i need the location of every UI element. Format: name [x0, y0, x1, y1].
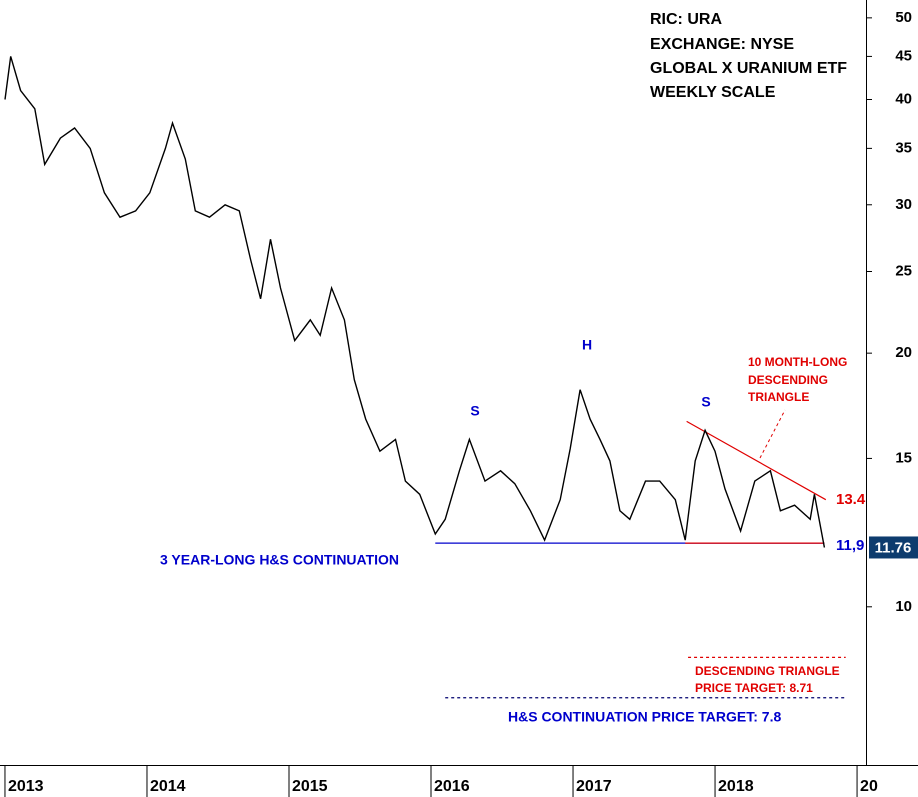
y-tick-label: 30 — [895, 196, 912, 213]
y-tick-label: 10 — [895, 598, 912, 615]
x-tick-label: 20 — [860, 778, 878, 795]
annotation: RIC: URA — [650, 11, 722, 28]
annotation: GLOBAL X URANIUM ETF — [650, 60, 847, 77]
annotation: EXCHANGE: NYSE — [650, 36, 794, 53]
x-tick-label: 2016 — [434, 778, 470, 795]
price-line — [4, 56, 826, 548]
annotation: H&S CONTINUATION PRICE TARGET: 7.8 — [508, 709, 781, 725]
y-tick-label: 20 — [895, 344, 912, 361]
x-tick-label: 2015 — [292, 778, 328, 795]
annotation: S — [701, 394, 710, 410]
y-tick-label: 35 — [895, 139, 912, 156]
annotation: DESCENDING TRIANGLE — [695, 664, 840, 678]
annotation: 13.4 — [836, 491, 866, 508]
y-tick-label: 50 — [895, 9, 912, 26]
annotation: 3 YEAR-LONG H&S CONTINUATION — [160, 552, 399, 568]
last-price-label: 11.76 — [875, 539, 912, 556]
y-tick-label: 40 — [895, 90, 912, 107]
x-tick-label: 2018 — [718, 778, 754, 795]
annotation: TRIANGLE — [748, 390, 809, 404]
y-tick-label: 25 — [895, 262, 912, 279]
x-tick-label: 2013 — [8, 778, 44, 795]
annotation: PRICE TARGET: 8.71 — [695, 681, 813, 695]
annotation: S — [470, 403, 479, 419]
annotation: H — [582, 337, 592, 353]
annotation: DESCENDING — [748, 373, 828, 387]
y-tick-label: 15 — [895, 449, 912, 466]
x-tick-label: 2014 — [150, 778, 186, 795]
annotation: 11,9 — [836, 537, 864, 554]
annotation: 10 MONTH-LONG — [748, 355, 847, 369]
last-price-box — [869, 536, 918, 559]
pattern-line — [686, 420, 827, 501]
x-tick-label: 2017 — [576, 778, 612, 795]
y-tick-label: 45 — [895, 47, 912, 64]
annotation: WEEKLY SCALE — [650, 84, 776, 101]
